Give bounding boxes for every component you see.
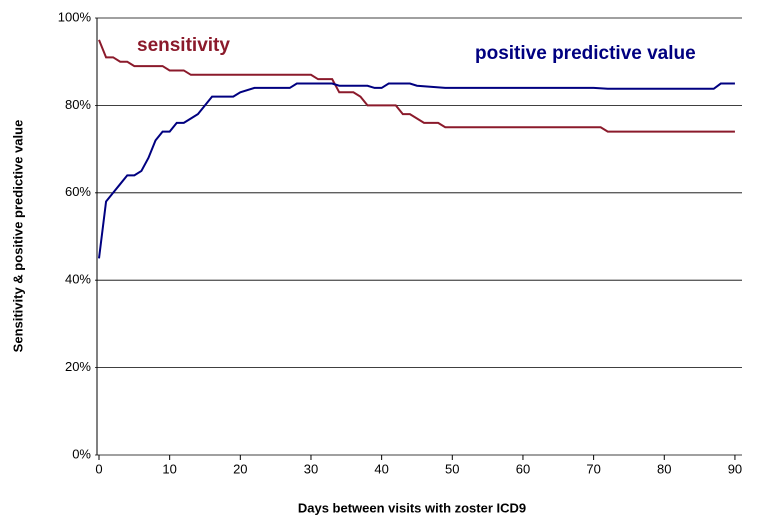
x-tick-label: 0 — [95, 461, 102, 476]
y-tick-label: 80% — [65, 97, 91, 112]
y-tick-label: 0% — [72, 446, 91, 461]
x-tick-label: 80 — [657, 461, 671, 476]
y-tick-label: 60% — [65, 184, 91, 199]
y-axis-label: Sensitivity & positive predictive value — [10, 120, 25, 353]
x-tick-label: 90 — [728, 461, 742, 476]
line — [98, 82, 735, 259]
series-label: sensitivity — [137, 35, 230, 56]
y-tick-label: 100% — [58, 9, 92, 24]
line — [98, 39, 735, 133]
x-tick-label: 70 — [586, 461, 600, 476]
x-tick-label: 60 — [516, 461, 530, 476]
x-tick-label: 20 — [233, 461, 247, 476]
series-label: positive predictive value — [475, 43, 696, 64]
x-tick-label: 30 — [304, 461, 318, 476]
y-tick-label: 20% — [65, 359, 91, 374]
x-axis-label: Days between visits with zoster ICD9 — [298, 500, 526, 515]
x-tick-label: 10 — [162, 461, 176, 476]
x-tick-label: 40 — [374, 461, 388, 476]
x-tick-label: 50 — [445, 461, 459, 476]
y-tick-label: 40% — [65, 272, 91, 287]
